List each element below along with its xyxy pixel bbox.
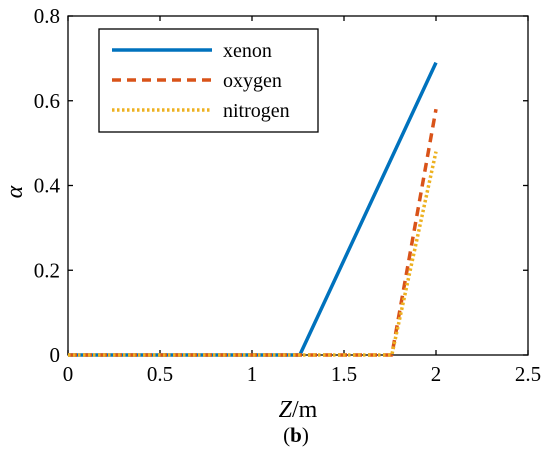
caption-close-paren: ) — [302, 423, 309, 447]
x-axis-label: Z/m — [279, 397, 318, 423]
y-axis-label: α — [2, 185, 28, 198]
x-tick-label: 2 — [431, 362, 442, 386]
legend-label-oxygen: oxygen — [223, 70, 282, 92]
y-tick-label: 0.6 — [34, 89, 60, 113]
y-tick-label: 0.8 — [34, 4, 60, 28]
series-line-oxygen — [68, 108, 438, 357]
figure-caption: (b) — [283, 423, 309, 447]
x-tick-label: 1.5 — [331, 362, 357, 386]
y-tick-label: 0.2 — [34, 258, 60, 282]
x-axis-variable: Z — [279, 397, 293, 423]
x-tick-label: 2.5 — [515, 362, 541, 386]
legend: xenon oxygen nitrogen — [98, 28, 319, 133]
x-tick-label: 0 — [63, 362, 74, 386]
caption-open-paren: ( — [283, 423, 290, 447]
y-tick-label: 0.4 — [34, 174, 61, 198]
legend-label-nitrogen: nitrogen — [223, 100, 290, 122]
plot-area: 0 0.5 1 1.5 2 2.5 0 0.2 0.4 0.6 0.8 — [34, 4, 541, 386]
caption-letter: b — [290, 423, 302, 447]
legend-label-xenon: xenon — [223, 40, 272, 62]
y-tick-label: 0 — [50, 343, 61, 367]
x-tick-label: 0.5 — [147, 362, 173, 386]
x-axis-unit: /m — [292, 397, 318, 423]
x-tick-label: 1 — [247, 362, 258, 386]
